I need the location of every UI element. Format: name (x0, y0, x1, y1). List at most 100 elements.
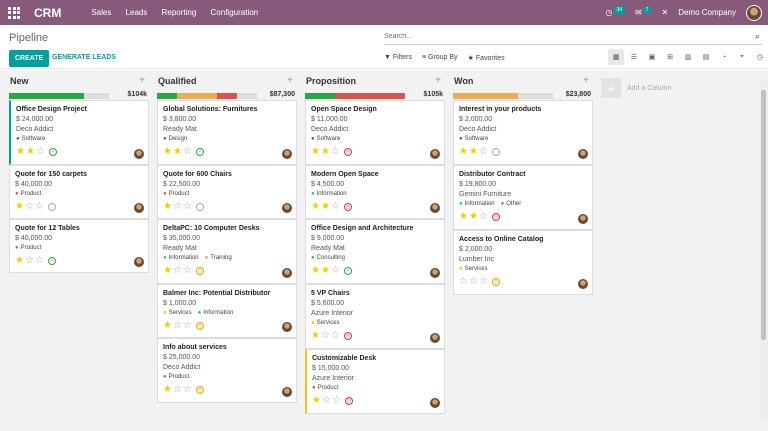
priority-star-icon[interactable]: ☆ (34, 255, 44, 266)
add-column[interactable]: + Add a Column (601, 78, 671, 98)
priority-star-icon[interactable]: ☆ (330, 146, 340, 157)
activity-clock-icon[interactable]: ◷ (343, 332, 352, 340)
kanban-card[interactable]: 5 VP Chairs $ 5,600.00 Azure Interior Servi… (305, 284, 445, 349)
kanban-card[interactable]: Info about services $ 25,000.00 Deco Addic… (157, 338, 297, 403)
priority-star-icon[interactable]: ★ (468, 211, 478, 222)
priority-star-icon[interactable]: ☆ (459, 276, 468, 287)
salesperson-avatar[interactable] (134, 203, 144, 213)
priority-star-icon[interactable]: ★ (163, 384, 172, 395)
salesperson-avatar[interactable] (282, 149, 292, 159)
priority-star-icon[interactable]: ☆ (182, 201, 192, 212)
menu-configuration[interactable]: Configuration (210, 8, 259, 17)
activity-clock-icon[interactable]: ◷ (491, 213, 500, 221)
kanban-card[interactable]: Interest in your products $ 2,000.00 Deco … (453, 100, 593, 165)
progress-segment[interactable] (157, 93, 177, 99)
priority-star-icon[interactable]: ★ (311, 146, 320, 157)
progress-segment[interactable] (9, 93, 84, 99)
cohort-view-icon[interactable]: ▤ (702, 54, 710, 61)
priority-star-icon[interactable]: ☆ (172, 201, 182, 212)
progress-segment[interactable] (217, 93, 237, 99)
activity-clock-icon[interactable]: ✓ (343, 267, 352, 275)
kanban-card[interactable]: Distributor Contract $ 19,800.00 Gemini Fu… (453, 165, 593, 230)
activity-clock-icon[interactable] (195, 203, 204, 211)
generate-leads-button[interactable]: GENERATE LEADS (52, 54, 117, 61)
activity-clock-icon[interactable]: ✓ (48, 148, 57, 156)
scrollbar-thumb[interactable] (761, 90, 766, 340)
priority-star-icon[interactable]: ☆ (182, 265, 192, 276)
kanban-card[interactable]: Open Space Design $ 11,000.00 Deco Addict S… (305, 100, 445, 165)
activity-view-icon[interactable]: ◷ (756, 54, 764, 61)
column-progress-bar[interactable] (9, 93, 109, 99)
salesperson-avatar[interactable] (282, 268, 292, 278)
priority-star-icon[interactable]: ★ (311, 330, 320, 341)
search-icon[interactable]: ⌕ (754, 31, 760, 41)
activity-clock-icon[interactable]: ◷ (344, 397, 353, 405)
priority-star-icon[interactable]: ★ (16, 146, 25, 157)
priority-star-icon[interactable]: ☆ (182, 384, 192, 395)
activity-clock-icon[interactable]: ◷ (195, 386, 204, 394)
kanban-card[interactable]: Quote for 12 Tables$ 40,000.00Product★☆☆… (9, 219, 149, 273)
create-button[interactable]: CREATE (9, 50, 50, 67)
activity-clock-icon[interactable]: ◷ (343, 148, 352, 156)
priority-star-icon[interactable]: ★ (320, 146, 330, 157)
priority-star-icon[interactable]: ☆ (478, 146, 488, 157)
priority-star-icon[interactable]: ☆ (330, 265, 340, 276)
column-title[interactable]: Won (454, 76, 474, 86)
priority-star-icon[interactable]: ☆ (478, 211, 488, 222)
priority-star-icon[interactable]: ☆ (478, 276, 488, 287)
search-input[interactable] (384, 33, 744, 40)
priority-star-icon[interactable]: ☆ (330, 201, 340, 212)
quick-create-plus-icon[interactable]: + (435, 75, 441, 86)
activity-clock-icon[interactable] (491, 148, 500, 156)
activity-clock-icon[interactable]: ◷ (343, 203, 352, 211)
priority-star-icon[interactable]: ☆ (24, 255, 34, 266)
list-view-icon[interactable]: ☰ (630, 54, 638, 61)
salesperson-avatar[interactable] (430, 203, 440, 213)
priority-star-icon[interactable]: ☆ (330, 330, 340, 341)
column-title[interactable]: Qualified (158, 76, 197, 86)
priority-star-icon[interactable]: ★ (163, 201, 172, 212)
graph-view-icon[interactable]: ▥ (684, 54, 692, 61)
favorites-toggle[interactable]: ★ Favorites (467, 55, 505, 62)
debug-tools-icon[interactable]: ✕ (661, 8, 669, 17)
priority-star-icon[interactable]: ★ (163, 146, 172, 157)
activity-menu[interactable]: ◷ 34 (605, 5, 625, 17)
priority-star-icon[interactable]: ★ (15, 201, 24, 212)
priority-star-icon[interactable]: ★ (25, 146, 35, 157)
activity-clock-icon[interactable]: ✓ (195, 148, 204, 156)
kanban-card[interactable]: Quote for 150 carpets $ 40,000.00 Product ★… (9, 165, 149, 219)
kanban-card[interactable]: DeltaPC: 10 Computer Desks $ 35,000.00 Rea… (157, 219, 297, 284)
kanban-view-icon[interactable]: ▦ (608, 49, 624, 65)
priority-star-icon[interactable]: ☆ (331, 395, 341, 406)
pivot-view-icon[interactable]: ⊞ (667, 54, 673, 61)
priority-star-icon[interactable]: ☆ (24, 201, 34, 212)
priority-star-icon[interactable]: ★ (311, 201, 320, 212)
column-progress-bar[interactable] (453, 93, 553, 99)
dashboard-view-icon[interactable]: ◔ (721, 53, 727, 61)
user-avatar[interactable] (746, 4, 762, 21)
apps-menu-icon[interactable] (8, 6, 20, 19)
salesperson-avatar[interactable] (430, 398, 440, 408)
priority-star-icon[interactable]: ★ (312, 395, 321, 406)
priority-star-icon[interactable]: ☆ (182, 320, 192, 331)
kanban-card[interactable]: Global Solutions: Furnitures $ 3,800.00 Re… (157, 100, 297, 165)
salesperson-avatar[interactable] (578, 279, 588, 289)
menu-reporting[interactable]: Reporting (161, 8, 197, 17)
priority-star-icon[interactable]: ★ (163, 320, 172, 331)
menu-leads[interactable]: Leads (125, 8, 148, 17)
company-switcher[interactable]: Demo Company (678, 8, 736, 17)
salesperson-avatar[interactable] (578, 149, 588, 159)
priority-star-icon[interactable]: ★ (459, 211, 468, 222)
priority-star-icon[interactable]: ★ (163, 265, 172, 276)
priority-star-icon[interactable]: ☆ (34, 201, 44, 212)
column-progress-bar[interactable] (157, 93, 257, 99)
priority-star-icon[interactable]: ★ (468, 146, 478, 157)
progress-segment[interactable] (177, 93, 217, 99)
kanban-card[interactable]: Office Design Project $ 24,000.00 Deco Add… (9, 100, 149, 165)
salesperson-avatar[interactable] (430, 333, 440, 343)
kanban-card[interactable]: Customizable Desk $ 15,000.00 Azure Interi… (305, 349, 445, 414)
salesperson-avatar[interactable] (430, 149, 440, 159)
quick-create-plus-icon[interactable]: + (139, 75, 145, 86)
kanban-card[interactable]: Office Design and Architecture $ 9,000.00… (305, 219, 445, 284)
priority-star-icon[interactable]: ☆ (468, 276, 478, 287)
